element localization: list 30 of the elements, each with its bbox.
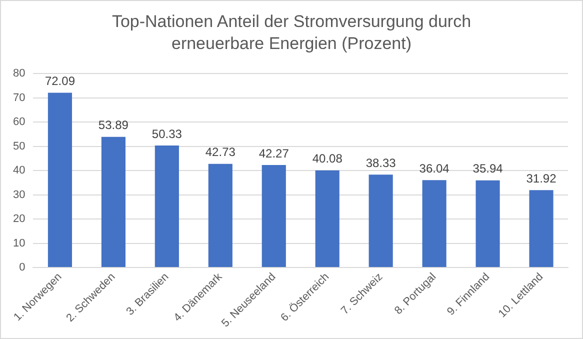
bar bbox=[208, 164, 232, 268]
y-tick-label: 10 bbox=[12, 237, 26, 250]
y-tick-label: 0 bbox=[19, 262, 26, 274]
bar bbox=[422, 180, 446, 268]
data-label: 31.92 bbox=[526, 171, 557, 186]
bar bbox=[262, 165, 286, 268]
data-label: 42.27 bbox=[258, 146, 290, 160]
y-tick-label: 30 bbox=[12, 188, 26, 201]
y-tick-label: 20 bbox=[12, 213, 26, 226]
y-tick-label: 40 bbox=[12, 164, 26, 177]
y-tick-label: 70 bbox=[12, 92, 26, 104]
y-tick-label: 50 bbox=[12, 140, 26, 152]
bar bbox=[368, 174, 393, 268]
y-tick-label: 80 bbox=[12, 68, 26, 80]
bar bbox=[101, 136, 126, 268]
data-label: 72.09 bbox=[44, 74, 76, 88]
data-label: 38.33 bbox=[366, 156, 396, 170]
data-label: 42.73 bbox=[205, 145, 236, 160]
data-label: 53.89 bbox=[98, 118, 129, 132]
bar bbox=[154, 146, 179, 268]
data-label: 50.33 bbox=[152, 126, 182, 141]
bar bbox=[476, 180, 500, 268]
y-tick-label: 60 bbox=[12, 116, 26, 128]
bar bbox=[315, 170, 340, 268]
data-label: 35.94 bbox=[472, 162, 504, 176]
bar bbox=[529, 190, 554, 268]
data-label: 36.04 bbox=[419, 161, 450, 176]
data-label: 40.08 bbox=[312, 152, 343, 166]
bar bbox=[48, 92, 72, 268]
chart-title: Top-Nationen Anteil der Stromversurgung durch erneuerbare Energien (Prozent) bbox=[110, 11, 472, 55]
